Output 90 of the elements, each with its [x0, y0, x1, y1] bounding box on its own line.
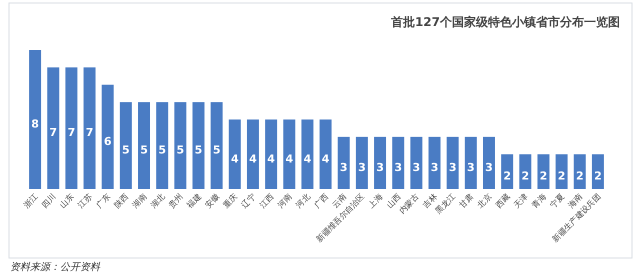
x-tick-label: 河南	[276, 192, 294, 210]
bar	[574, 154, 586, 189]
bar	[592, 154, 604, 189]
bar	[29, 50, 42, 189]
data-label: 2	[521, 170, 530, 183]
data-label: 3	[485, 160, 493, 174]
data-label: 2	[503, 170, 511, 183]
data-label: 3	[467, 160, 475, 174]
data-label: 4	[230, 152, 239, 166]
data-label: 3	[412, 160, 420, 174]
x-tick-label: 陕西	[112, 192, 130, 210]
text: 资料来源：公开资料	[10, 261, 101, 273]
data-label: 5	[158, 144, 166, 157]
bar	[138, 102, 150, 189]
bar	[356, 136, 368, 189]
data-label: 8	[31, 118, 39, 130]
data-label: 4	[249, 152, 258, 166]
x-tick-label: 广西	[312, 192, 330, 210]
bar	[301, 120, 314, 189]
x-tick-label: 四川	[40, 192, 58, 210]
x-tick-label: 河北	[294, 192, 312, 210]
data-label: 4	[322, 152, 330, 166]
x-tick-label: 江苏	[76, 192, 94, 210]
x-tick-label: 广东	[94, 192, 112, 210]
data-label: 3	[358, 160, 366, 174]
bar	[174, 102, 186, 189]
x-tick-label: 浙江	[22, 192, 40, 210]
x-tick-label: 青海	[530, 192, 548, 210]
bar	[464, 136, 477, 189]
data-label: 6	[104, 134, 112, 148]
bar	[47, 67, 60, 189]
x-tick-label: 西藏	[494, 192, 512, 210]
x-tick-label: 天津	[512, 192, 530, 210]
data-label: 3	[448, 160, 456, 174]
bar	[320, 120, 332, 189]
data-label: 3	[376, 160, 384, 174]
bar	[283, 120, 296, 189]
data-label: 5	[140, 144, 148, 157]
bar	[556, 154, 568, 189]
bar	[482, 136, 495, 189]
data-label: 2	[576, 170, 584, 183]
x-tick-label: 重庆	[222, 192, 240, 210]
data-label: 4	[285, 152, 294, 166]
data-label: 7	[86, 126, 94, 140]
bar	[210, 102, 223, 189]
x-tick-label: 福建	[185, 192, 203, 210]
data-label: 3	[430, 160, 438, 174]
x-tick-label: 贵州	[167, 192, 185, 210]
data-label: 5	[194, 144, 202, 157]
bar	[338, 136, 350, 189]
bar	[65, 67, 78, 189]
bar	[446, 136, 459, 189]
bar	[102, 84, 114, 189]
bar	[156, 102, 168, 189]
bar	[428, 136, 441, 189]
bar	[410, 136, 422, 189]
bar	[392, 136, 404, 189]
data-label: 2	[540, 170, 548, 183]
x-tick-label: 江西	[258, 192, 276, 210]
x-tick-label: 甘肃	[458, 192, 476, 210]
bar	[228, 120, 241, 189]
data-label: 4	[304, 152, 312, 166]
bar	[501, 154, 514, 189]
x-tick-label: 湖南	[130, 192, 148, 210]
chart-title: 首批127个国家级特色小镇省市分布一览图	[390, 15, 620, 29]
data-label: 5	[122, 144, 130, 157]
x-tick-label: 山东	[58, 192, 76, 210]
bar	[120, 102, 132, 189]
data-label: 3	[394, 160, 402, 174]
x-tick-label: 上海	[366, 192, 384, 210]
data-label: 3	[340, 160, 348, 174]
x-tick-label: 北京	[476, 192, 494, 210]
bar	[84, 67, 96, 189]
x-tick-label: 宁夏	[548, 192, 566, 210]
data-label: 5	[176, 144, 184, 157]
bar	[265, 120, 278, 189]
bar	[246, 120, 259, 189]
data-label: 2	[558, 170, 566, 183]
x-tick-label: 湖北	[148, 192, 167, 210]
x-tick-label: 安徽	[203, 192, 222, 210]
x-tick-label: 辽宁	[240, 192, 258, 210]
data-label: 7	[49, 126, 58, 140]
data-label: 4	[267, 152, 276, 166]
bar	[519, 154, 532, 189]
bar	[537, 154, 550, 189]
bar	[374, 136, 386, 189]
data-label: 7	[68, 126, 76, 140]
data-label: 5	[212, 144, 220, 157]
data-label: 2	[594, 170, 602, 183]
bar	[192, 102, 204, 189]
